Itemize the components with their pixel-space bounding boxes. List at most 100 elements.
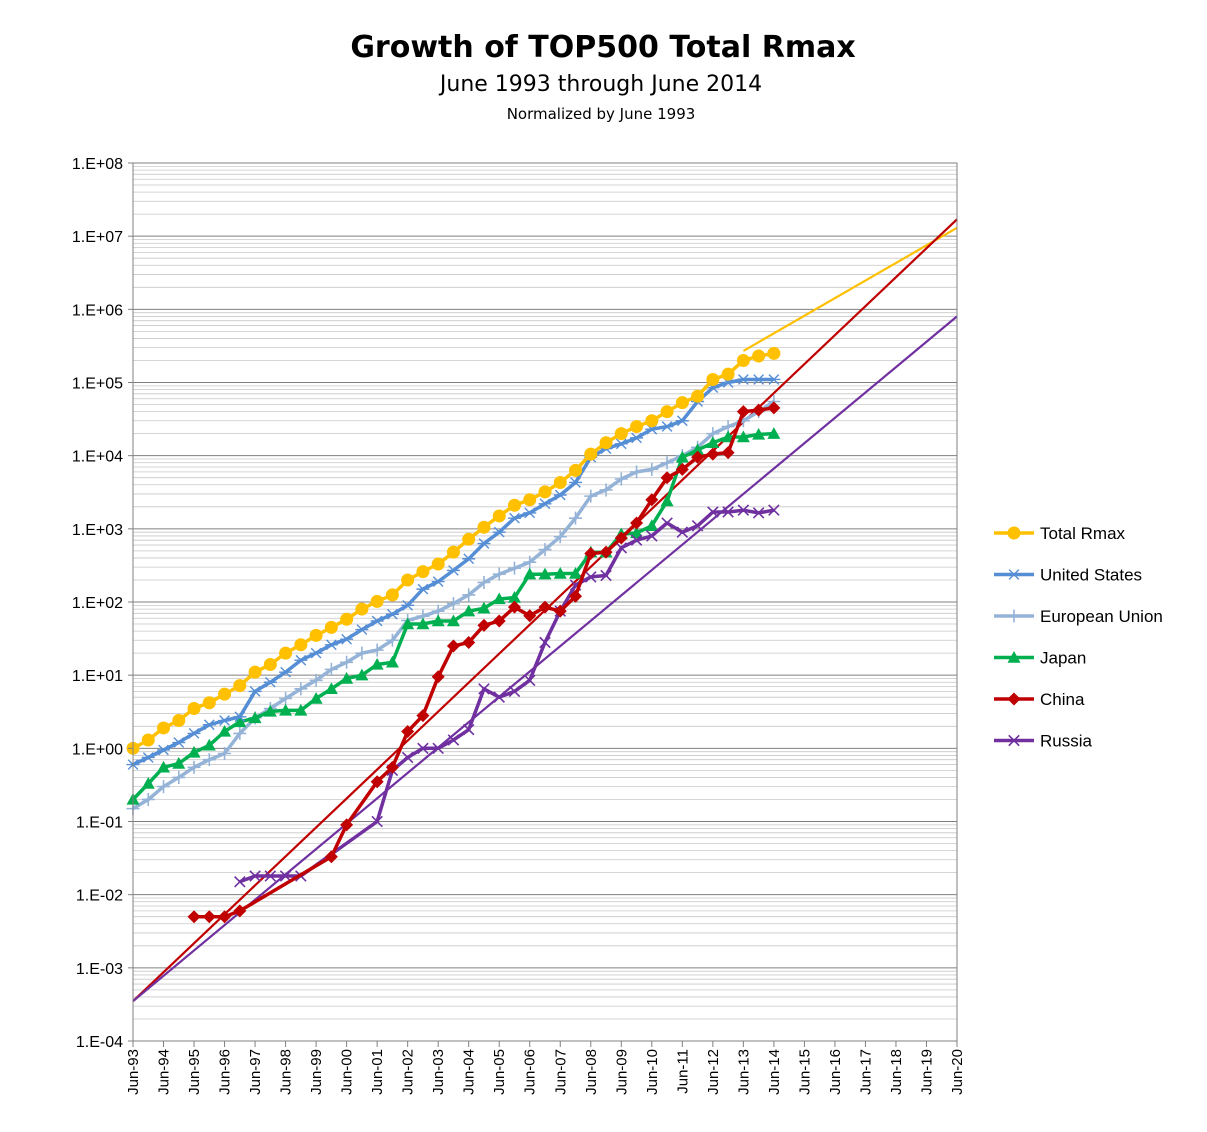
legend-label: Total Rmax: [1040, 524, 1126, 543]
data-point: [401, 599, 415, 611]
data-point: [462, 553, 476, 565]
data-point: [645, 519, 659, 532]
data-point: [661, 517, 673, 529]
data-point: [477, 601, 491, 614]
x-tick-label: Jun-93: [125, 1049, 142, 1095]
data-point: [584, 447, 598, 461]
legend-item: Japan: [994, 649, 1086, 668]
y-tick-label: 1.E-02: [76, 888, 123, 905]
data-point: [675, 462, 689, 476]
legend-label: Russia: [1040, 732, 1093, 751]
trendline: [132, 315, 958, 1003]
data-point: [447, 734, 460, 746]
data-point: [294, 703, 308, 716]
y-tick-label: 1.E+08: [72, 156, 123, 173]
legend-item: United States: [994, 566, 1142, 585]
y-tick-label: 1.E+06: [72, 302, 123, 319]
data-point: [599, 483, 613, 497]
data-point: [660, 456, 674, 470]
data-point: [309, 647, 323, 659]
chart-title: Growth of TOP500 Total Rmax: [350, 30, 855, 65]
chart-subtitle: June 1993 through June 2014: [438, 72, 762, 97]
data-point: [355, 624, 369, 635]
x-tick-label: Jun-04: [461, 1049, 478, 1095]
data-point: [141, 733, 155, 747]
x-tick-label: Jun-11: [674, 1049, 691, 1094]
x-tick-label: Jun-17: [857, 1049, 874, 1095]
data-point: [385, 588, 399, 602]
data-point: [279, 691, 293, 705]
data-point: [645, 414, 659, 428]
data-point: [599, 545, 613, 559]
data-point: [737, 504, 750, 516]
data-point: [645, 493, 659, 507]
x-tick-label: Jun-03: [430, 1049, 447, 1095]
data-point: [401, 617, 415, 630]
data-point: [324, 639, 338, 651]
data-point: [630, 516, 644, 530]
data-point: [294, 682, 308, 696]
data-point: [172, 714, 186, 728]
data-point: [569, 511, 583, 525]
data-point: [660, 494, 674, 507]
data-point: [538, 498, 552, 510]
data-point: [660, 471, 674, 485]
data-point: [157, 760, 171, 773]
data-point: [263, 704, 277, 717]
data-point: [707, 506, 719, 518]
data-point: [187, 728, 201, 739]
data-point: [691, 520, 704, 532]
x-tick-label: Jun-20: [949, 1049, 966, 1095]
x-tick-label: Jun-13: [735, 1049, 752, 1095]
data-point: [767, 427, 781, 439]
data-point: [477, 538, 491, 549]
data-point: [385, 608, 399, 620]
data-point: [523, 555, 537, 569]
data-point: [691, 389, 705, 403]
data-point: [141, 792, 155, 806]
x-tick-label: Jun-96: [217, 1049, 234, 1095]
data-point: [768, 504, 780, 516]
data-point: [615, 542, 628, 554]
data-point: [249, 870, 261, 882]
data-point: [523, 674, 536, 687]
data-point: [416, 617, 430, 630]
data-point: [431, 557, 445, 571]
data-point: [340, 655, 354, 669]
data-point: [508, 685, 521, 698]
data-point: [187, 910, 201, 924]
x-tick-label: Jun-94: [156, 1049, 173, 1095]
y-tick-label: 1.E-04: [76, 1034, 123, 1051]
data-point: [385, 633, 399, 647]
data-point: [462, 588, 476, 602]
data-point: [370, 594, 384, 608]
data-point: [660, 421, 674, 432]
data-point: [294, 654, 308, 666]
data-point: [446, 597, 460, 611]
data-point: [202, 738, 216, 751]
data-point: [141, 777, 155, 789]
data-point: [1007, 609, 1021, 623]
series-line: [194, 406, 775, 919]
series-total-rmax: [126, 346, 781, 755]
data-point: [340, 612, 354, 626]
data-point: [401, 573, 415, 587]
y-axis: 1.E-04 1.E-03 1.E-02 1.E-01 1.E+00 1.E+01 1.E+…: [72, 156, 133, 1051]
data-point: [630, 432, 644, 444]
data-point: [752, 507, 765, 519]
data-point: [736, 405, 750, 419]
data-point: [202, 753, 216, 767]
x-tick-label: Jun-12: [705, 1049, 722, 1095]
data-point: [263, 657, 277, 671]
series-line: [132, 377, 774, 767]
y-tick-label: 1.E-03: [76, 961, 123, 978]
data-point: [584, 489, 598, 503]
data-point: [599, 436, 613, 450]
data-point: [584, 547, 598, 561]
data-point: [202, 719, 216, 731]
data-point: [614, 438, 628, 450]
data-point: [507, 600, 521, 614]
x-tick-label: Jun-16: [827, 1049, 844, 1095]
data-point: [493, 691, 505, 703]
data-point: [736, 374, 750, 385]
